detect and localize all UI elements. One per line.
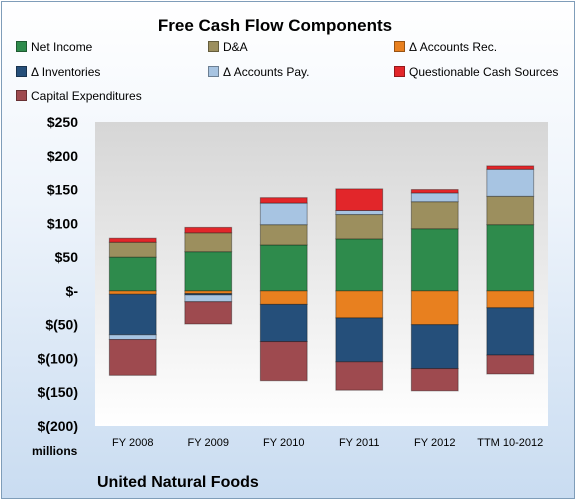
y-tick-label: $150 — [47, 182, 78, 198]
x-tick-label: FY 2008 — [112, 437, 153, 449]
x-tick-label: FY 2012 — [414, 437, 455, 449]
legend-item-net-income: Net Income — [16, 40, 92, 54]
bar-segment — [184, 226, 233, 234]
bar-segment — [410, 290, 459, 326]
bar-segment — [108, 334, 157, 341]
bar-segment — [486, 224, 535, 292]
bar-segment — [486, 354, 535, 375]
bar-segment — [259, 224, 308, 246]
bar-segment — [335, 317, 384, 363]
legend-label: Net Income — [31, 40, 93, 54]
legend-swatch — [394, 66, 405, 77]
y-tick-label: $200 — [47, 148, 78, 164]
x-tick-label: FY 2009 — [188, 437, 229, 449]
legend-label: Capital Expenditures — [31, 89, 142, 103]
x-tick-label: FY 2011 — [339, 437, 380, 449]
bar-segment — [486, 307, 535, 356]
legend-label: D&A — [223, 40, 248, 54]
legend-swatch — [16, 90, 27, 101]
plot-area — [95, 122, 548, 426]
chart-title: Free Cash Flow Components — [157, 16, 393, 35]
bar-segment — [259, 303, 308, 343]
bar-segment — [335, 361, 384, 391]
y-tick-label: $250 — [47, 114, 78, 130]
company-name: United Natural Foods — [97, 474, 259, 491]
bar-segment — [410, 228, 459, 292]
legend-item-inventories: Δ Inventories — [16, 65, 100, 79]
bar-segment — [259, 341, 308, 382]
legend-label: Δ Accounts Pay. — [223, 65, 310, 79]
bar-segment — [410, 201, 459, 230]
legend-item-accounts-rec: Δ Accounts Rec. — [394, 40, 497, 54]
legend-label: Δ Accounts Rec. — [409, 40, 498, 54]
legend-item-capex: Capital Expenditures — [16, 89, 142, 103]
y-tick-label: $(50) — [45, 317, 78, 333]
bar-segment — [486, 290, 535, 309]
bar-segment — [108, 339, 157, 376]
legend-swatch — [208, 41, 219, 52]
bar-segment — [184, 251, 233, 292]
bar-segment — [259, 290, 308, 305]
bar-segment — [410, 192, 459, 203]
y-tick-label: $- — [66, 283, 79, 299]
units-label: millions — [32, 444, 78, 458]
bar-segment — [410, 368, 459, 392]
legend-swatch — [208, 66, 219, 77]
bar-segment — [108, 290, 157, 295]
bar-segment — [335, 209, 384, 216]
bar-segment — [184, 232, 233, 253]
y-tick-label: $(150) — [38, 384, 78, 400]
bar-segment — [259, 244, 308, 292]
legend-label: Δ Inventories — [31, 65, 101, 79]
legend-swatch — [16, 66, 27, 77]
bar-segment — [410, 189, 459, 194]
legend-label: Questionable Cash Sources — [409, 65, 559, 79]
bar-segment — [335, 214, 384, 240]
bar-segment — [486, 165, 535, 170]
x-tick-label: TTM 10-2012 — [477, 437, 543, 449]
bar-segment — [108, 293, 157, 336]
y-tick-label: $(100) — [38, 350, 78, 366]
bar-segment — [184, 290, 233, 295]
legend-item-da: D&A — [208, 40, 248, 54]
legend-swatch — [16, 41, 27, 52]
bar-segment — [486, 195, 535, 226]
y-tick-label: $50 — [55, 249, 79, 265]
bar-segment — [335, 188, 384, 211]
bar-segment — [108, 241, 157, 258]
bar-segment — [335, 238, 384, 292]
legend-item-accounts-pay: Δ Accounts Pay. — [208, 65, 310, 79]
bar-segment — [410, 324, 459, 370]
bar-segment — [184, 294, 233, 303]
bar-segment — [108, 237, 157, 243]
bar-segment — [259, 202, 308, 226]
legend-swatch — [394, 41, 405, 52]
y-tick-label: $(200) — [38, 418, 78, 434]
y-tick-label: $100 — [47, 215, 78, 231]
bar-segment — [184, 301, 233, 325]
x-tick-label: FY 2010 — [263, 437, 304, 449]
bar-segment — [486, 168, 535, 197]
bar-segment — [335, 290, 384, 319]
legend-item-questionable: Questionable Cash Sources — [394, 65, 558, 79]
bar-segment — [108, 256, 157, 292]
bar-segment — [259, 197, 308, 204]
